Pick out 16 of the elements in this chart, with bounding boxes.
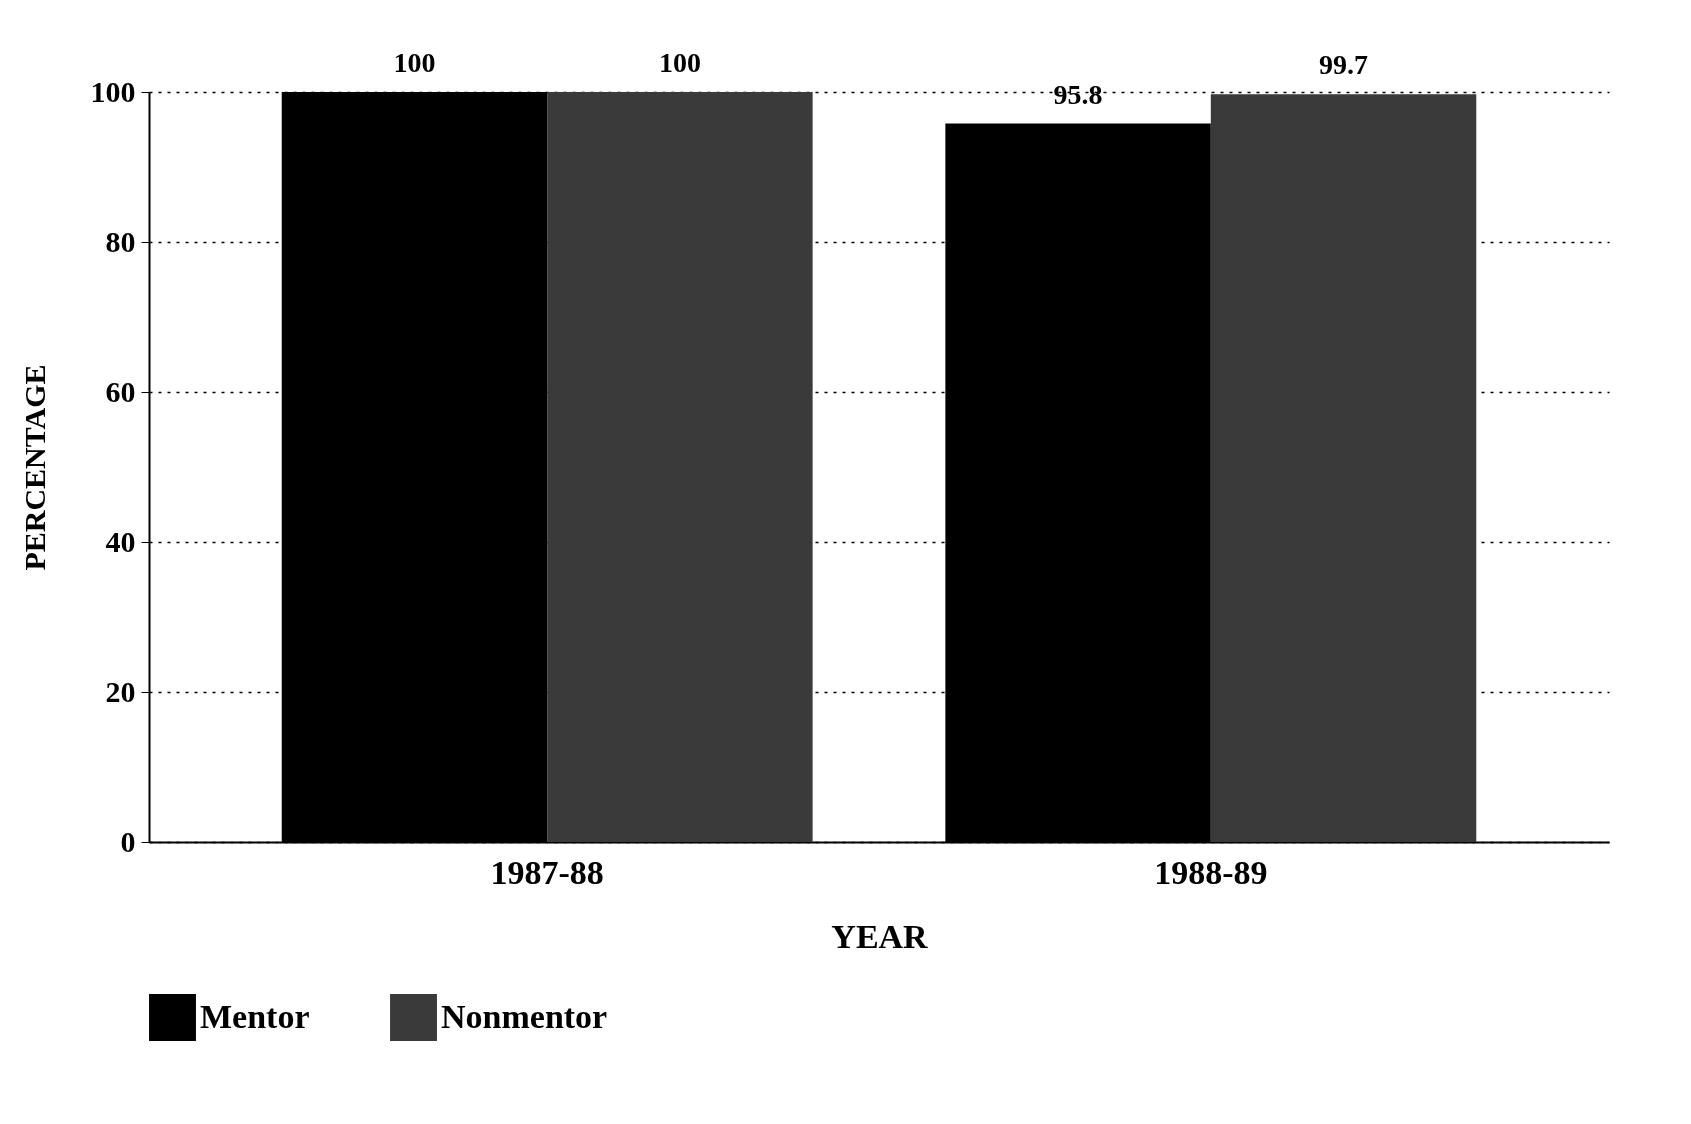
legend-label: Mentor (200, 997, 310, 1035)
legend-label: Nonmentor (441, 997, 608, 1035)
y-tick-label: 60 (105, 374, 136, 408)
y-tick-label: 0 (120, 824, 136, 858)
y-tick-label: 20 (105, 674, 136, 708)
x-tick-label: 1987-88 (490, 853, 604, 891)
y-tick-label: 80 (105, 224, 136, 258)
x-tick-label: 1988-89 (1154, 853, 1268, 891)
data-label: 100 (658, 47, 701, 78)
y-tick-label: 40 (105, 524, 136, 558)
y-axis-title: PERCENTAGE (17, 364, 51, 571)
data-label: 100 (393, 47, 436, 78)
y-tick-label: 100 (90, 74, 136, 108)
data-label: 95.8 (1053, 78, 1103, 110)
data-label: 99.7 (1319, 49, 1369, 81)
x-axis-title: YEAR (831, 917, 929, 955)
